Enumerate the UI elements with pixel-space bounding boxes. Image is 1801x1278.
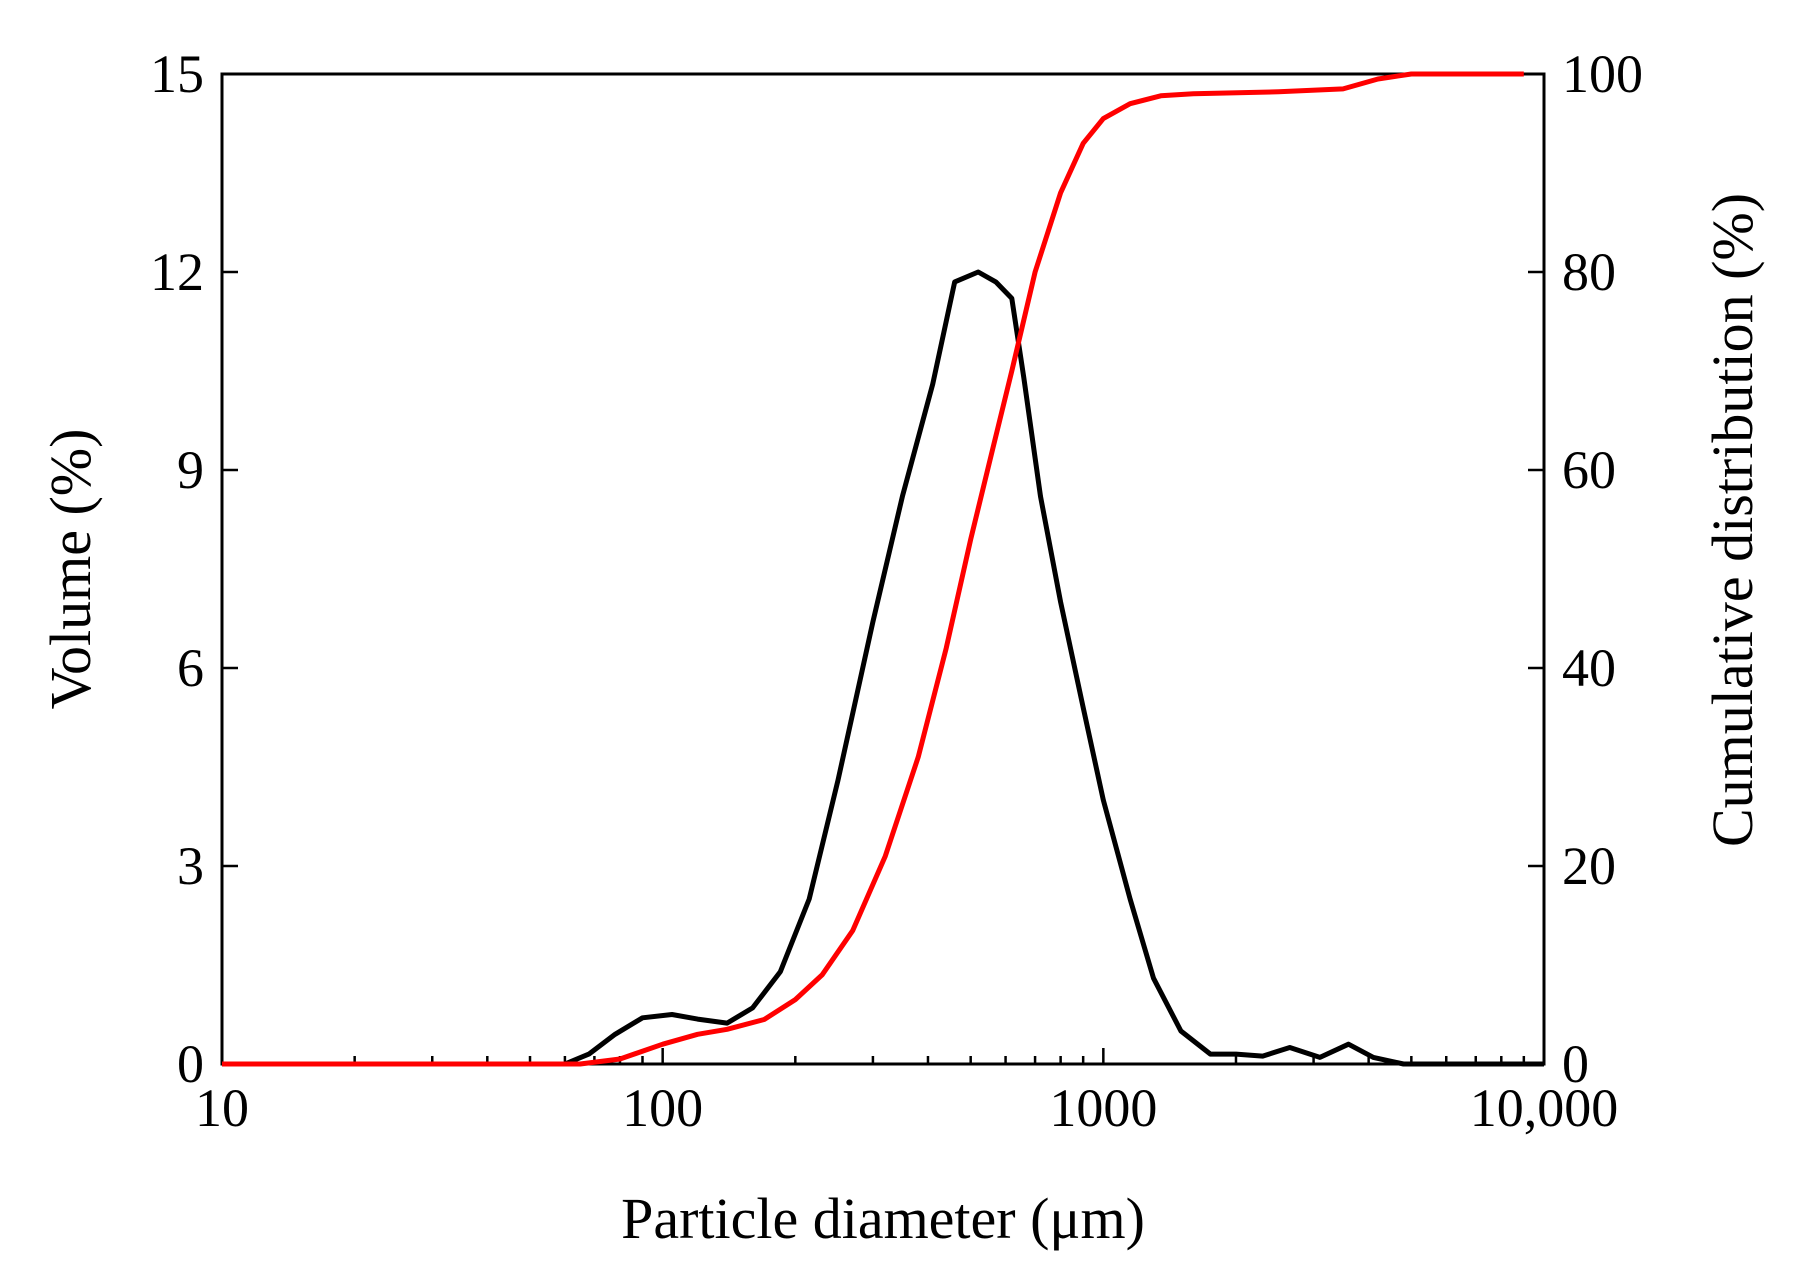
- x-tick-label: 10,000: [1470, 1078, 1619, 1138]
- right-y-tick-label: 100: [1562, 44, 1643, 104]
- right-y-axis-title: Cumulative distribution (%): [1700, 193, 1765, 847]
- left-y-tick-label: 3: [177, 836, 204, 896]
- left-y-tick-label: 0: [177, 1034, 204, 1094]
- right-y-tick-label: 20: [1562, 836, 1616, 896]
- right-y-tick-label: 40: [1562, 638, 1616, 698]
- x-tick-label: 10: [195, 1078, 249, 1138]
- right-y-tick-label: 80: [1562, 242, 1616, 302]
- left-y-axis-ticks: 0 3 6 9 12 15: [150, 44, 238, 1094]
- right-y-axis-ticks: 0 20 40 60 80 100: [1528, 44, 1643, 1094]
- left-y-tick-label: 9: [177, 440, 204, 500]
- series-volume-line: [222, 269, 1544, 1067]
- x-axis-title: Particle diameter (μm): [621, 1186, 1145, 1251]
- left-y-tick-label: 15: [150, 44, 204, 104]
- x-tick-label: 100: [622, 1078, 703, 1138]
- right-y-tick-label: 0: [1562, 1034, 1589, 1094]
- plot-frame: [220, 72, 1546, 1066]
- right-y-tick-label: 60: [1562, 440, 1616, 500]
- left-y-tick-label: 6: [177, 638, 204, 698]
- x-tick-label: 1000: [1049, 1078, 1157, 1138]
- series-cumulative-line: [222, 71, 1524, 1067]
- left-y-axis-title: Volume (%): [38, 429, 103, 710]
- left-y-tick-label: 12: [150, 242, 204, 302]
